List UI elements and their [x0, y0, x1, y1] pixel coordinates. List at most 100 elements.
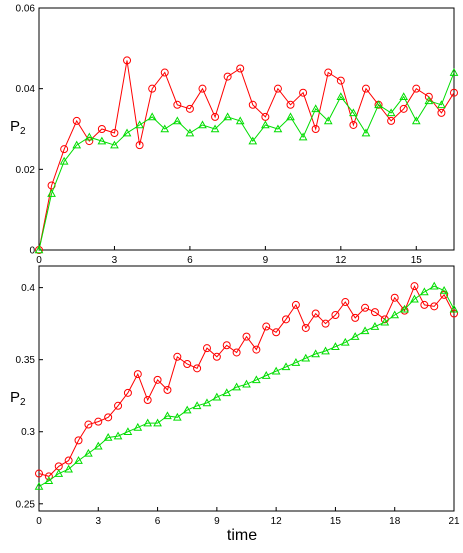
data-point-circle: [286, 100, 295, 109]
data-point-triangle: [123, 427, 133, 436]
data-point-triangle: [44, 476, 54, 485]
data-point-circle: [236, 64, 245, 73]
data-point-triangle: [182, 405, 192, 414]
data-point-circle: [198, 84, 207, 93]
y-axis-label-top: P2: [10, 118, 26, 137]
data-point-triangle: [147, 112, 157, 121]
data-point-triangle: [361, 128, 371, 137]
data-point-circle: [223, 72, 232, 81]
data-point-triangle: [273, 124, 283, 133]
data-point-circle: [420, 300, 429, 309]
data-point-circle: [72, 116, 81, 125]
x-axis-label: time: [227, 527, 257, 544]
data-point-circle: [160, 68, 169, 77]
data-point-circle: [336, 76, 345, 85]
data-point-circle: [104, 413, 113, 422]
data-point-circle: [261, 112, 270, 121]
data-point-triangle: [135, 120, 144, 129]
plot-frame-bottom: [38, 265, 455, 512]
data-point-circle: [202, 344, 211, 353]
plot-frame-top: [38, 7, 455, 251]
data-point-circle: [242, 332, 251, 341]
data-point-triangle: [424, 96, 434, 105]
data-point-triangle: [411, 116, 421, 125]
x-tick-label: 15: [330, 516, 342, 527]
data-point-circle: [412, 84, 421, 93]
y-tick-label: 0.06: [16, 4, 36, 15]
x-tick-label: 3: [96, 516, 102, 527]
data-point-circle: [123, 56, 132, 65]
data-point-triangle: [399, 92, 409, 101]
data-point-triangle: [429, 281, 439, 290]
data-point-circle: [110, 129, 119, 138]
data-point-circle: [163, 385, 172, 394]
data-point-circle: [64, 456, 73, 465]
data-point-triangle: [84, 132, 94, 141]
data-point-triangle: [185, 128, 195, 137]
x-tick-label: 6: [155, 516, 161, 527]
y-axis-label-bottom: P2: [10, 389, 26, 408]
data-point-circle: [424, 92, 433, 101]
data-point-triangle: [84, 448, 93, 457]
data-point-circle: [450, 309, 458, 318]
data-point-circle: [123, 388, 132, 397]
data-point-circle: [341, 298, 350, 307]
data-point-circle: [74, 436, 83, 445]
data-point-triangle: [410, 294, 419, 303]
series-marks-top: [34, 56, 459, 254]
axis-ticks-bottom: 0 3 6 9 12 15 18 21 0.25 0.3 0.35 0.4: [16, 283, 460, 527]
data-point-circle: [248, 100, 257, 109]
data-point-triangle: [198, 120, 207, 129]
y-tick-label: 0.3: [21, 427, 35, 438]
data-point-triangle: [113, 431, 123, 440]
y-tick-label: 0: [29, 246, 35, 257]
data-point-circle: [252, 345, 261, 354]
data-point-triangle: [271, 366, 281, 375]
data-point-triangle: [34, 481, 44, 490]
data-point-triangle: [311, 349, 321, 358]
data-point-triangle: [370, 321, 380, 330]
data-point-triangle: [281, 362, 291, 371]
data-point-triangle: [232, 382, 241, 391]
x-tick-label: 6: [187, 255, 193, 266]
data-point-triangle: [291, 358, 301, 366]
data-point-triangle: [286, 112, 295, 121]
data-point-triangle: [172, 412, 182, 421]
data-point-triangle: [222, 388, 232, 397]
data-point-triangle: [248, 136, 258, 145]
chart-panel-bottom: P2 0 3 6 9 12 15 18 21 0.25 0.3 0.35 0.4 time: [10, 265, 460, 544]
data-point-triangle: [93, 441, 103, 450]
y-tick-label: 0.02: [16, 165, 36, 176]
data-point-triangle: [172, 116, 182, 125]
data-point-triangle: [110, 140, 119, 149]
data-point-circle: [349, 120, 358, 129]
data-point-circle: [301, 323, 310, 332]
x-tick-label: 12: [271, 516, 283, 527]
data-point-circle: [399, 104, 408, 113]
data-point-circle: [94, 417, 103, 426]
data-point-triangle: [72, 140, 82, 149]
data-point-triangle: [360, 326, 370, 335]
data-point-circle: [222, 341, 231, 350]
data-point-triangle: [449, 68, 459, 76]
data-point-triangle: [64, 464, 73, 473]
data-point-circle: [84, 420, 93, 429]
data-point-triangle: [437, 100, 446, 109]
data-point-triangle: [143, 418, 153, 427]
series-marks-bottom: [34, 281, 459, 490]
series-line-triangle: [38, 72, 455, 251]
data-point-triangle: [242, 379, 251, 388]
data-point-circle: [173, 352, 182, 361]
data-point-triangle: [192, 401, 202, 410]
y-tick-label: 0.4: [21, 283, 35, 294]
data-point-circle: [299, 88, 308, 97]
data-point-circle: [60, 145, 69, 154]
data-point-triangle: [97, 136, 107, 145]
data-point-circle: [387, 116, 396, 125]
x-tick-label: 15: [411, 255, 423, 266]
data-point-circle: [212, 352, 221, 361]
data-point-circle: [262, 322, 271, 331]
x-tick-label: 12: [335, 255, 347, 266]
data-point-triangle: [331, 342, 340, 351]
